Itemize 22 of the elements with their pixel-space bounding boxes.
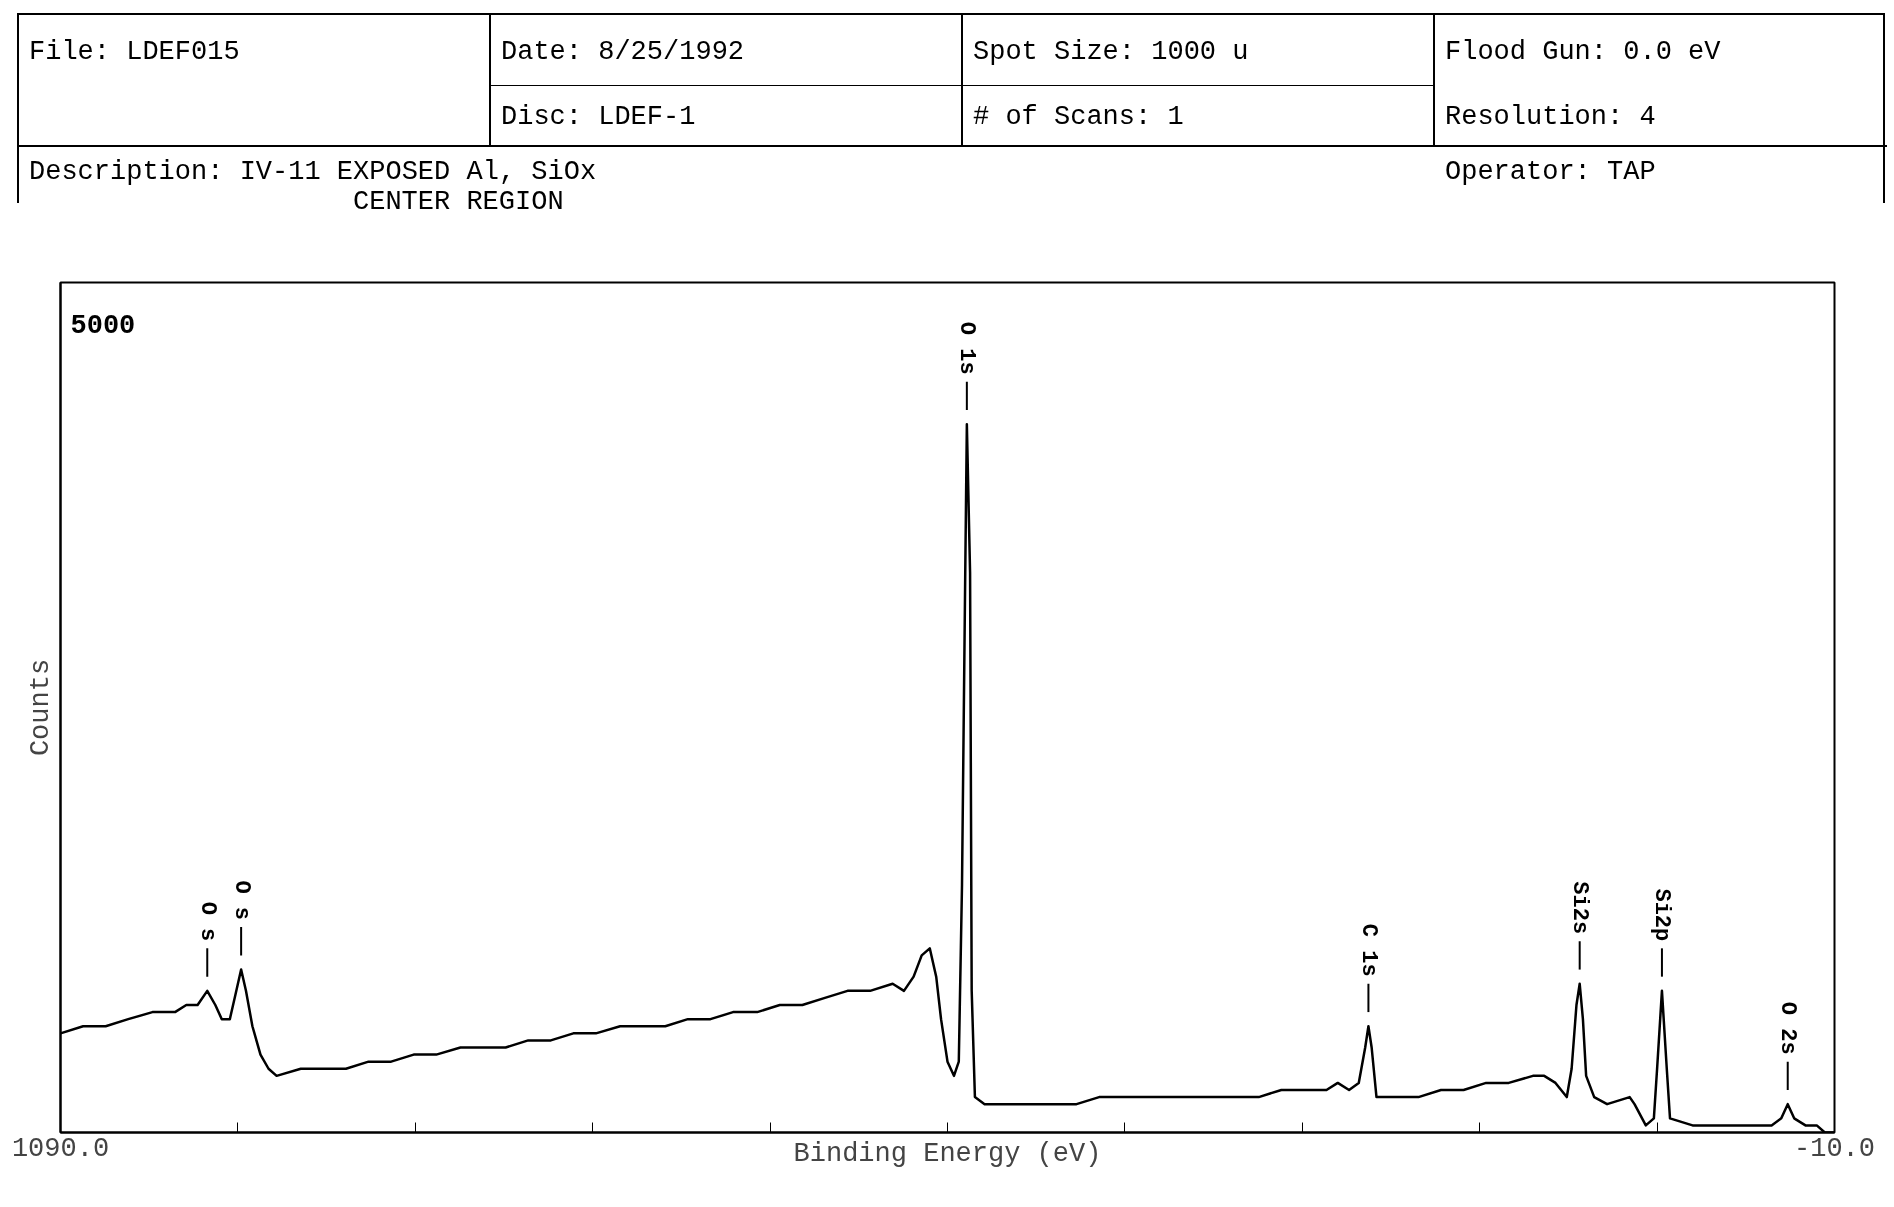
text: Resolution: 4 bbox=[1445, 101, 1656, 134]
x-axis-title: Binding Energy (eV) bbox=[793, 1138, 1102, 1169]
x-tick-label: -10.0 bbox=[1793, 1133, 1876, 1164]
text: CENTER REGION bbox=[353, 186, 564, 219]
text: # of Scans: 1 bbox=[973, 101, 1184, 134]
annotation: O s bbox=[194, 901, 220, 942]
annotation: O s bbox=[228, 880, 254, 920]
text: Description: IV-11 EXPOSED Al, SiOx bbox=[29, 156, 597, 189]
y-axis-title: Counts bbox=[25, 658, 56, 757]
text: File: LDEF015 bbox=[29, 36, 240, 69]
text: 5000 bbox=[70, 310, 136, 341]
text: Spot Size: 1000 u bbox=[973, 36, 1249, 69]
x-tick-label: 1090.0 bbox=[11, 1133, 110, 1164]
text: Date: 8/25/1992 bbox=[501, 36, 745, 69]
text: Operator: TAP bbox=[1445, 156, 1656, 189]
annotation: C 1s bbox=[1355, 923, 1381, 977]
annotation: Si2p bbox=[1649, 888, 1675, 942]
annotation: Si2s bbox=[1567, 881, 1593, 935]
annotation: O 1s bbox=[954, 321, 980, 375]
text: Disc: LDEF-1 bbox=[501, 101, 696, 134]
text: Flood Gun: 0.0 eV bbox=[1445, 36, 1721, 69]
annotation: O 2s bbox=[1775, 1001, 1801, 1055]
